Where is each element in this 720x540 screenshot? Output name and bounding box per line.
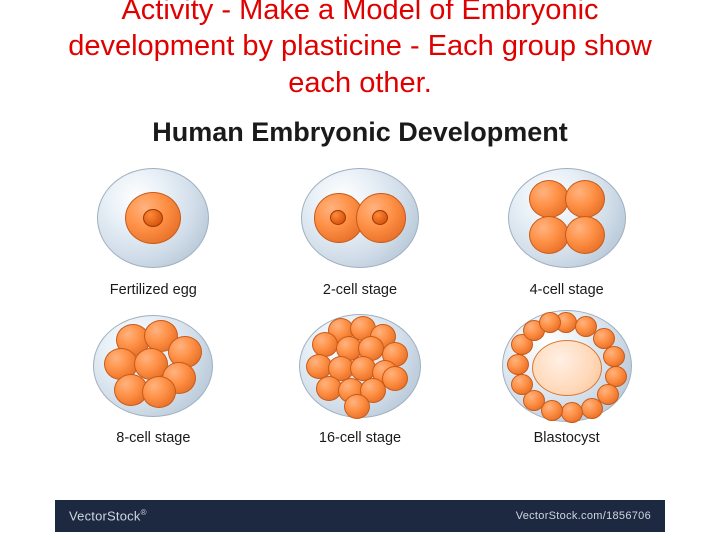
stage-visual (292, 306, 427, 426)
stage-8-cell: 8-cell stage (60, 306, 247, 446)
stage-16-cell: 16-cell stage (267, 306, 454, 446)
stage-label: 2-cell stage (323, 282, 397, 298)
stage-visual (86, 158, 221, 278)
stages-grid: Fertilized egg 2-cell stage 4-cell stage (0, 148, 720, 446)
watermark-footer: VectorStock® VectorStock.com/1856706 (55, 500, 665, 532)
stage-label: 4-cell stage (530, 282, 604, 298)
stage-label: Fertilized egg (110, 282, 197, 298)
stage-visual (499, 306, 634, 426)
stage-blastocyst: Blastocyst (473, 306, 660, 446)
watermark-brand: VectorStock® (69, 508, 147, 523)
activity-title: Activity - Make a Model of Embryonic dev… (0, 0, 720, 111)
stage-label: 8-cell stage (116, 430, 190, 446)
stage-label: Blastocyst (534, 430, 600, 446)
stage-4-cell: 4-cell stage (473, 158, 660, 298)
stage-fertilized-egg: Fertilized egg (60, 158, 247, 298)
stage-visual (292, 158, 427, 278)
stage-2-cell: 2-cell stage (267, 158, 454, 298)
stage-label: 16-cell stage (319, 430, 401, 446)
stage-visual (86, 306, 221, 426)
stage-visual (499, 158, 634, 278)
watermark-ref: VectorStock.com/1856706 (516, 510, 651, 522)
diagram-title: Human Embryonic Development (0, 117, 720, 148)
